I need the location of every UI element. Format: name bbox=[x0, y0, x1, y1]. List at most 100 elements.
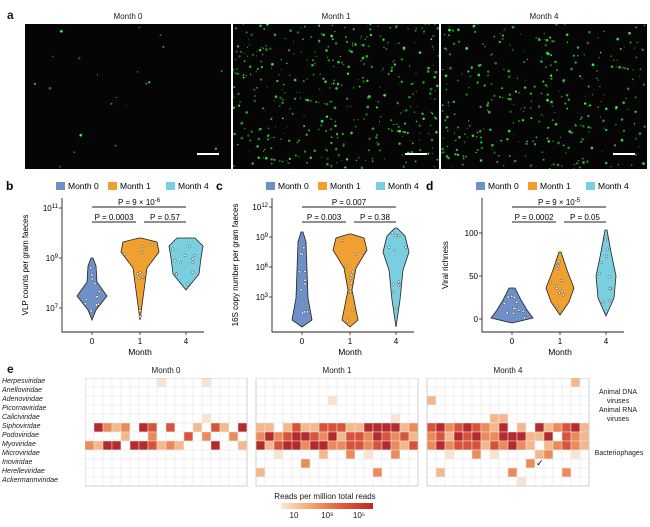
fluorescent-particle bbox=[468, 87, 470, 89]
heatmap-cell bbox=[129, 422, 140, 433]
data-point bbox=[302, 246, 306, 250]
fluorescent-particle bbox=[325, 130, 327, 132]
heatmap-cell bbox=[444, 440, 455, 451]
fluorescent-particle bbox=[435, 130, 438, 134]
heatmap-cell bbox=[516, 395, 527, 406]
fluorescent-particle bbox=[487, 101, 490, 104]
fluorescent-particle bbox=[402, 136, 404, 138]
heatmap-cell bbox=[273, 378, 284, 388]
fluorescent-particle bbox=[240, 136, 244, 140]
fluorescent-particle bbox=[632, 69, 635, 71]
heatmap-cell bbox=[399, 449, 410, 460]
heatmap-cell bbox=[120, 458, 131, 469]
fluorescent-particle bbox=[476, 131, 479, 134]
heatmap-cell bbox=[85, 458, 95, 469]
fluorescent-particle bbox=[418, 51, 422, 54]
heatmap-cell bbox=[336, 449, 347, 460]
fluorescent-particle bbox=[325, 102, 329, 106]
fluorescent-particle bbox=[408, 95, 411, 99]
fluorescent-particle bbox=[395, 43, 397, 45]
heatmap-cell bbox=[85, 467, 95, 478]
heatmap-cell bbox=[255, 378, 266, 388]
heatmap-cell bbox=[102, 440, 113, 451]
heatmap-cell bbox=[291, 386, 302, 397]
fluorescent-particle bbox=[328, 87, 331, 89]
fluorescent-particle bbox=[263, 157, 265, 159]
heatmap-cell bbox=[516, 458, 527, 469]
fluorescent-particle bbox=[291, 112, 294, 115]
heatmap-cell bbox=[363, 422, 374, 433]
data-point bbox=[354, 252, 357, 256]
fluorescent-particle bbox=[96, 74, 98, 76]
heatmap-cell bbox=[183, 378, 194, 388]
fluorescent-particle bbox=[634, 110, 637, 113]
fluorescent-particle bbox=[457, 153, 460, 156]
fluorescent-particle bbox=[266, 138, 270, 141]
fluorescent-particle bbox=[344, 26, 346, 29]
fluorescent-particle bbox=[383, 93, 387, 97]
fluorescent-particle bbox=[487, 110, 491, 114]
heatmap-cell bbox=[183, 440, 194, 451]
heatmap-cell bbox=[273, 413, 284, 424]
heatmap-cell bbox=[390, 413, 401, 424]
heatmap-cell bbox=[255, 431, 266, 442]
fluorescent-particle bbox=[376, 133, 379, 136]
fluorescent-particle bbox=[414, 160, 417, 163]
fluorescent-particle bbox=[483, 84, 486, 87]
data-point bbox=[392, 282, 395, 286]
heatmap-cell bbox=[399, 395, 410, 406]
fluorescent-particle bbox=[534, 145, 536, 147]
fluorescent-particle bbox=[335, 87, 338, 90]
fluorescent-particle bbox=[610, 166, 612, 168]
heatmap-cell bbox=[192, 449, 203, 460]
heatmap-cell bbox=[372, 431, 383, 442]
fluorescent-particle bbox=[242, 74, 245, 76]
heatmap-cell bbox=[219, 449, 230, 460]
heatmap-cell bbox=[543, 440, 554, 451]
fluorescent-particle bbox=[442, 68, 444, 71]
heatmap-cell bbox=[480, 458, 491, 469]
heatmap-cell bbox=[543, 431, 554, 442]
heatmap-cell bbox=[255, 458, 266, 469]
fluorescent-particle bbox=[570, 67, 573, 71]
heatmap-cell bbox=[129, 467, 140, 478]
heatmap-cell bbox=[345, 440, 356, 451]
fluorescent-particle bbox=[533, 143, 537, 146]
heatmap-cell bbox=[237, 395, 248, 406]
fluorescent-particle bbox=[583, 102, 587, 105]
heatmap-cell bbox=[93, 467, 104, 478]
fluorescent-particle bbox=[363, 63, 365, 65]
fluorescent-particle bbox=[328, 100, 332, 103]
fluorescent-particle bbox=[610, 65, 614, 68]
fluorescent-particle bbox=[562, 144, 565, 147]
fluorescent-particle bbox=[625, 97, 628, 100]
fluorescent-particle bbox=[604, 161, 608, 165]
fluorescent-particle bbox=[641, 48, 644, 51]
fluorescent-particle bbox=[482, 43, 485, 46]
heatmap-cell bbox=[93, 449, 104, 460]
data-point bbox=[344, 264, 348, 268]
heatmap-cell bbox=[102, 422, 113, 433]
heatmap-cell bbox=[534, 386, 545, 397]
data-point bbox=[97, 290, 101, 294]
heatmap-cell bbox=[291, 395, 302, 406]
heatmap-cell bbox=[102, 431, 113, 442]
heatmap-cell bbox=[498, 413, 509, 424]
fluorescent-particle bbox=[362, 80, 365, 83]
fluorescent-particle bbox=[518, 92, 520, 94]
heatmap-cell bbox=[85, 422, 95, 433]
fluorescent-particle bbox=[433, 76, 436, 79]
heatmap-cell bbox=[309, 449, 320, 460]
fluorescent-particle bbox=[264, 156, 268, 160]
data-point bbox=[138, 314, 142, 318]
heatmap-cell bbox=[237, 440, 248, 451]
x-tick-label: 1 bbox=[348, 337, 353, 346]
fluorescent-particle bbox=[419, 149, 422, 152]
fluorescent-particle bbox=[235, 58, 237, 61]
heatmap-cell bbox=[192, 386, 203, 397]
fluorescent-particle bbox=[270, 137, 272, 139]
fluorescent-particle bbox=[620, 138, 624, 142]
heatmap-cell bbox=[534, 413, 545, 424]
fluorescent-particle bbox=[148, 81, 151, 84]
fluorescent-particle bbox=[315, 101, 318, 103]
